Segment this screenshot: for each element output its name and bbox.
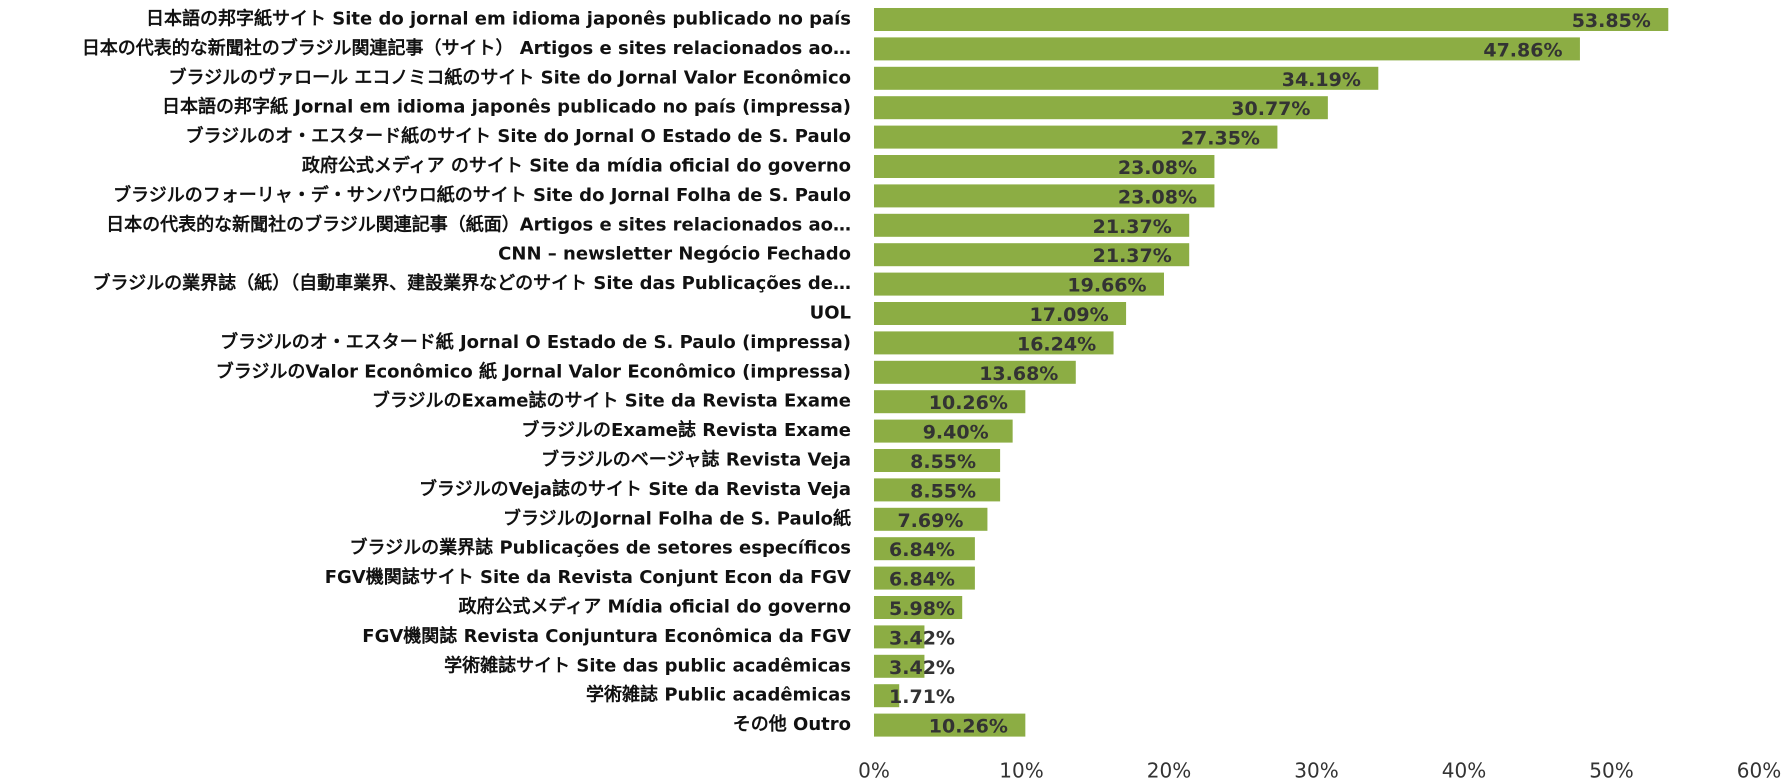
value-label: 1.71%	[889, 686, 955, 708]
x-tick-label: 10%	[999, 759, 1043, 783]
value-label: 6.84%	[889, 539, 955, 561]
y-tick-label: 日本語の邦字紙サイト Site do jornal em idioma japo…	[146, 8, 851, 30]
bar	[874, 331, 1114, 355]
value-label: 3.42%	[889, 657, 955, 679]
bar	[874, 125, 1278, 149]
y-tick-label: FGV機関誌 Revista Conjuntura Econômica da F…	[362, 625, 851, 647]
bar	[874, 272, 1164, 296]
bar	[874, 37, 1580, 61]
bar	[874, 507, 988, 531]
bar	[874, 537, 975, 561]
value-label: 19.66%	[1067, 275, 1146, 297]
y-tick-label: ブラジルのExame誌のサイト Site da Revista Exame	[372, 390, 851, 412]
y-tick-label: ブラジルのフォーリャ・デ・サンパウロ紙のサイト Site do Jornal F…	[113, 184, 851, 206]
y-tick-label: UOL	[810, 303, 851, 324]
bar	[874, 449, 1001, 472]
value-label: 34.19%	[1282, 69, 1361, 91]
y-tick-label: ブラジルのVeja誌のサイト Site da Revista Veja	[419, 478, 851, 500]
bar	[874, 155, 1215, 178]
y-tick-label: 政府公式メディア のサイト Site da mídia oficial do g…	[302, 155, 851, 177]
value-label: 10.26%	[929, 392, 1008, 414]
bar	[874, 390, 1026, 414]
value-label: 10.26%	[929, 716, 1008, 738]
bar	[874, 713, 1026, 737]
value-label: 3.42%	[889, 627, 955, 649]
y-tick-label: 学術雑誌サイト Site das public acadêmicas	[444, 654, 851, 676]
x-tick-label: 50%	[1589, 759, 1633, 783]
y-tick-label: ブラジルのJornal Folha de S. Paulo紙	[503, 507, 851, 529]
value-label: 13.68%	[979, 363, 1058, 385]
y-tick-label: 政府公式メディア Mídia oficial do governo	[459, 596, 851, 618]
y-tick-label: ブラジルのValor Econômico 紙 Jornal Valor Econ…	[216, 360, 851, 382]
value-label: 47.86%	[1483, 39, 1562, 61]
bar	[874, 213, 1190, 237]
value-label: 30.77%	[1231, 98, 1310, 120]
value-label: 16.24%	[1017, 333, 1096, 355]
y-tick-label: 日本語の邦字紙 Jornal em idioma japonês publica…	[162, 96, 851, 118]
y-tick-label: ブラジルのオ・エスタード紙のサイト Site do Jornal O Estad…	[186, 125, 851, 147]
bar	[874, 302, 1127, 325]
x-tick-label: 40%	[1442, 759, 1486, 783]
bar	[874, 566, 975, 590]
y-tick-label: その他 Outro	[733, 713, 851, 735]
value-label: 8.55%	[910, 480, 976, 502]
value-label: 6.84%	[889, 569, 955, 591]
x-tick-label: 60%	[1737, 759, 1781, 783]
y-tick-label: ブラジルのベージャ誌 Revista Veja	[541, 449, 851, 471]
bar	[874, 360, 1076, 384]
bar	[874, 8, 1669, 31]
bar	[874, 684, 900, 708]
bar	[874, 654, 925, 678]
bar	[874, 184, 1215, 208]
x-tick-label: 20%	[1147, 759, 1191, 783]
value-label: 5.98%	[889, 598, 955, 620]
y-tick-label: CNN – newsletter Negócio Fechado	[498, 244, 851, 265]
y-tick-label: 日本の代表的な新聞社のブラジル関連記事（紙面）Artigos e sites r…	[106, 213, 851, 235]
y-tick-label: ブラジルのヴァロール エコノミコ紙のサイト Site do Jornal Val…	[169, 66, 852, 88]
value-label: 17.09%	[1030, 304, 1109, 326]
bar	[874, 66, 1379, 90]
bar	[874, 96, 1328, 120]
y-tick-label: 日本の代表的な新聞社のブラジル関連記事（サイト） Artigos e sites…	[82, 37, 851, 59]
value-label: 23.08%	[1118, 157, 1197, 179]
bar	[874, 478, 1001, 502]
bar	[874, 625, 925, 649]
y-tick-label: ブラジルのExame誌 Revista Exame	[521, 419, 851, 441]
bar	[874, 243, 1190, 267]
value-label: 27.35%	[1181, 128, 1260, 150]
bar	[874, 596, 963, 619]
value-label: 9.40%	[923, 422, 989, 444]
y-tick-label: FGV機関誌サイト Site da Revista Conjunt Econ d…	[325, 566, 851, 588]
y-tick-label: ブラジルのオ・エスタード紙 Jornal O Estado de S. Paul…	[220, 331, 851, 353]
bar	[874, 419, 1013, 443]
value-label: 23.08%	[1118, 186, 1197, 208]
value-label: 21.37%	[1093, 216, 1172, 238]
value-label: 21.37%	[1093, 245, 1172, 267]
value-label: 53.85%	[1572, 10, 1651, 32]
value-label: 8.55%	[910, 451, 976, 473]
value-label: 7.69%	[897, 510, 963, 532]
y-tick-label: ブラジルの業界誌（紙）（自動車業界、建設業界などのサイト Site das Pu…	[93, 272, 852, 294]
y-tick-label: 学術雑誌 Public acadêmicas	[586, 684, 851, 706]
x-tick-label: 0%	[858, 759, 890, 783]
y-tick-label: ブラジルの業界誌 Publicações de setores específi…	[350, 537, 851, 559]
x-tick-label: 30%	[1294, 759, 1338, 783]
